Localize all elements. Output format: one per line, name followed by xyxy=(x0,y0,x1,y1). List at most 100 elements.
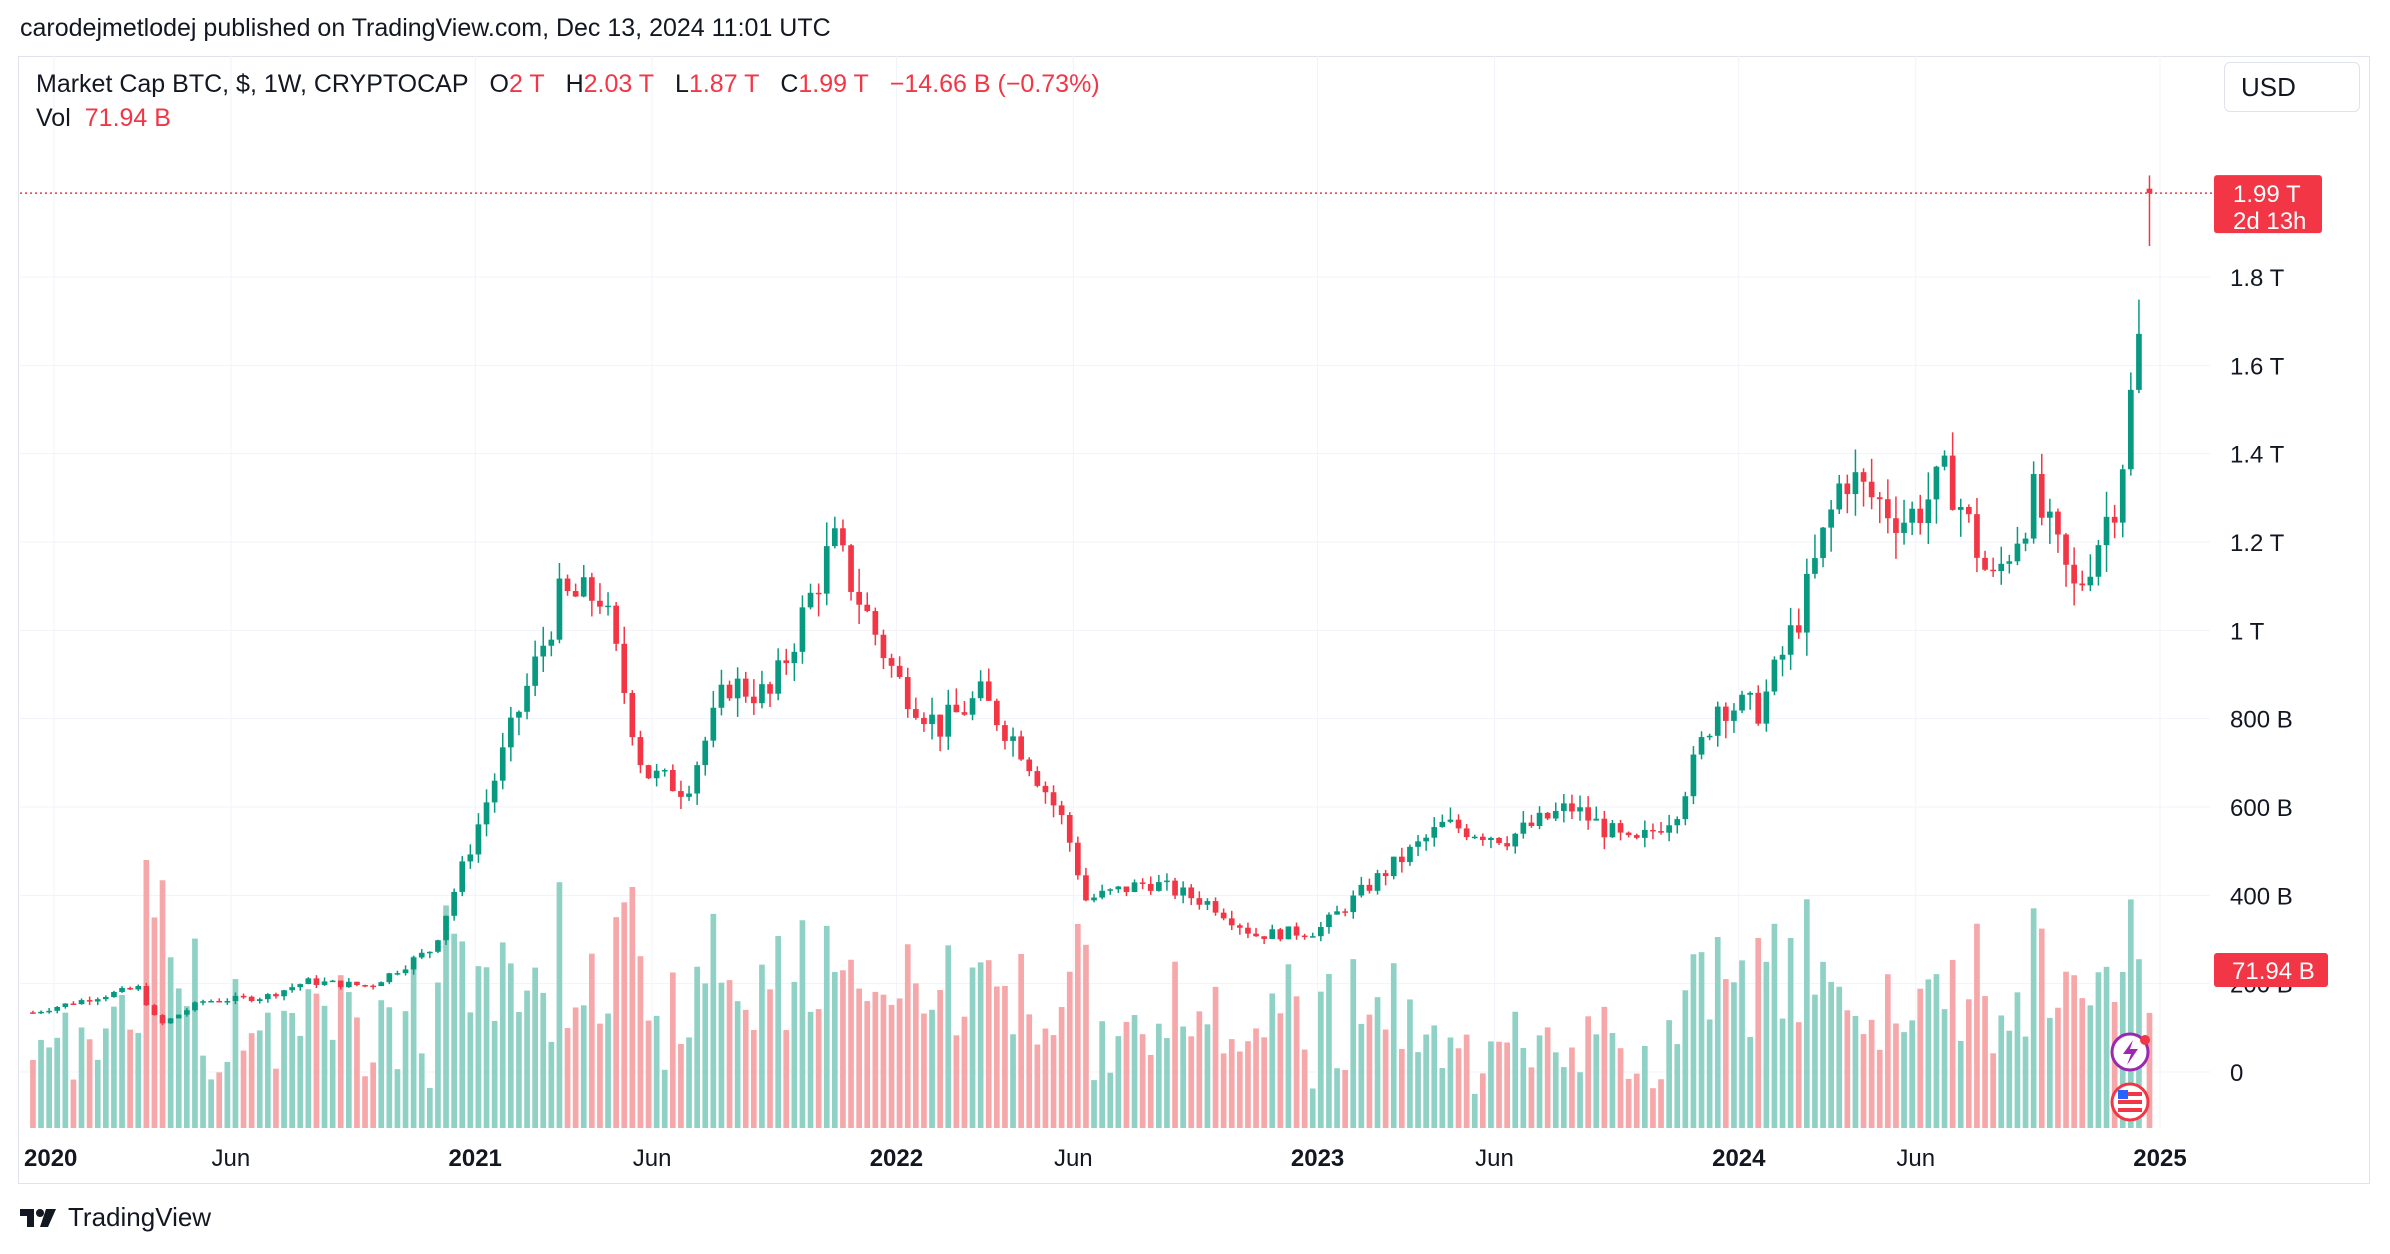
volume-bar xyxy=(1536,1035,1543,1128)
volume-bar xyxy=(791,981,798,1128)
volume-bar xyxy=(240,1050,247,1128)
volume-bar xyxy=(807,1011,814,1128)
candle-body xyxy=(1309,936,1316,938)
candle-body xyxy=(1083,875,1089,901)
candle-body xyxy=(548,639,555,646)
volume-bar xyxy=(216,1072,223,1128)
candle-body xyxy=(1277,929,1284,940)
volume-bar xyxy=(1091,1080,1097,1128)
volume-bar xyxy=(1763,961,1770,1128)
volume-bar xyxy=(670,972,676,1128)
volume-bar xyxy=(1034,1044,1041,1128)
volume-bar xyxy=(427,1087,433,1128)
volume-bar xyxy=(103,1028,109,1128)
volume-bar xyxy=(418,1053,425,1128)
volume-bar xyxy=(645,1020,652,1128)
y-tick-label: 800 B xyxy=(2230,707,2293,734)
x-tick-label: 2023 xyxy=(1291,1145,1344,1172)
candle-body xyxy=(1949,455,1956,510)
candle-body xyxy=(1795,625,1802,633)
y-tick-label: 1.8 T xyxy=(2230,265,2285,292)
candle-body xyxy=(1690,754,1697,797)
lightning-icon xyxy=(2123,1040,2138,1065)
volume-bar xyxy=(540,992,547,1128)
volume-bar xyxy=(1901,1032,1907,1128)
volume-bar xyxy=(872,991,879,1128)
candle-body xyxy=(848,545,854,592)
volume-bar xyxy=(880,994,887,1128)
candle-body xyxy=(86,1000,93,1002)
volume-bar xyxy=(491,1020,498,1128)
candle-body xyxy=(2038,474,2045,518)
volume-bar xyxy=(1658,1079,1664,1128)
volume-bar xyxy=(370,1062,376,1128)
candle-body xyxy=(524,685,530,712)
candle-body xyxy=(896,665,903,678)
candle-body xyxy=(265,994,271,1000)
x-tick-label: 2025 xyxy=(2133,1145,2186,1172)
volume-bar xyxy=(70,1079,77,1128)
candle-body xyxy=(759,684,765,704)
volume-bar xyxy=(1609,1033,1616,1128)
volume-bar xyxy=(783,1030,790,1128)
candle-body xyxy=(1609,823,1616,838)
y-tick-label: 1 T xyxy=(2230,618,2265,645)
candle-body xyxy=(1577,807,1583,812)
candle-body xyxy=(1569,803,1575,812)
candle-body xyxy=(791,651,798,664)
volume-bar xyxy=(224,1061,231,1128)
candle-body xyxy=(1844,483,1851,495)
volume-bar xyxy=(1188,1036,1195,1128)
candle-body xyxy=(2087,576,2094,586)
volume-bar xyxy=(1277,1013,1284,1128)
volume-bar xyxy=(1747,1037,1753,1128)
volume-bar xyxy=(2146,1012,2153,1128)
volume-bar xyxy=(1820,961,1826,1128)
high-value: 2.03 T xyxy=(583,70,655,98)
candle-body xyxy=(1974,514,1980,558)
candle-body xyxy=(54,1006,61,1011)
y-tick-label: 1.2 T xyxy=(2230,530,2285,557)
candle-body xyxy=(734,678,741,699)
volume-bar xyxy=(54,1037,61,1128)
candle-body xyxy=(1269,929,1276,939)
volume-bar xyxy=(1512,1011,1519,1128)
volume-bar xyxy=(1771,923,1778,1128)
volume-bar xyxy=(1042,1028,1049,1128)
volume-bar xyxy=(1544,1027,1551,1128)
candle-body xyxy=(1885,499,1891,519)
candle-body xyxy=(1755,692,1762,724)
candle-body xyxy=(1593,818,1600,821)
candle-body xyxy=(1407,846,1413,863)
candle-body xyxy=(1131,882,1138,892)
volume-bar xyxy=(1261,1037,1267,1128)
volume-bar xyxy=(1374,997,1381,1128)
volume-bar xyxy=(1666,1020,1672,1128)
candle-body xyxy=(1917,508,1924,524)
candle-body xyxy=(686,793,692,797)
volume-bar xyxy=(759,964,765,1128)
volume-bar xyxy=(1415,1052,1421,1128)
currency-button[interactable]: USD xyxy=(2224,62,2360,112)
flag-stripe xyxy=(2118,1108,2142,1112)
tradingview-brand[interactable]: TradingView xyxy=(20,1202,211,1233)
volume-bar xyxy=(734,1001,741,1128)
volume-bar xyxy=(1463,1034,1470,1128)
volume-bar xyxy=(1439,1068,1446,1128)
candle-body xyxy=(1164,880,1170,883)
volume-bar xyxy=(167,957,174,1128)
volume-bar xyxy=(605,1013,611,1128)
candle-body xyxy=(135,986,142,990)
volume-bar xyxy=(1755,937,1762,1128)
volume-bar xyxy=(1633,1073,1640,1128)
symbol-name[interactable]: Market Cap BTC, $, 1W, CRYPTOCAP xyxy=(36,70,469,98)
volume-bar xyxy=(1909,1020,1915,1128)
candle-body xyxy=(1731,710,1737,721)
candle-body xyxy=(1261,936,1267,939)
candle-body xyxy=(1528,822,1535,826)
volume-bar xyxy=(1836,986,1843,1128)
candle-body xyxy=(321,981,328,985)
volume-bar xyxy=(799,920,806,1128)
volume-bar xyxy=(467,1012,474,1128)
